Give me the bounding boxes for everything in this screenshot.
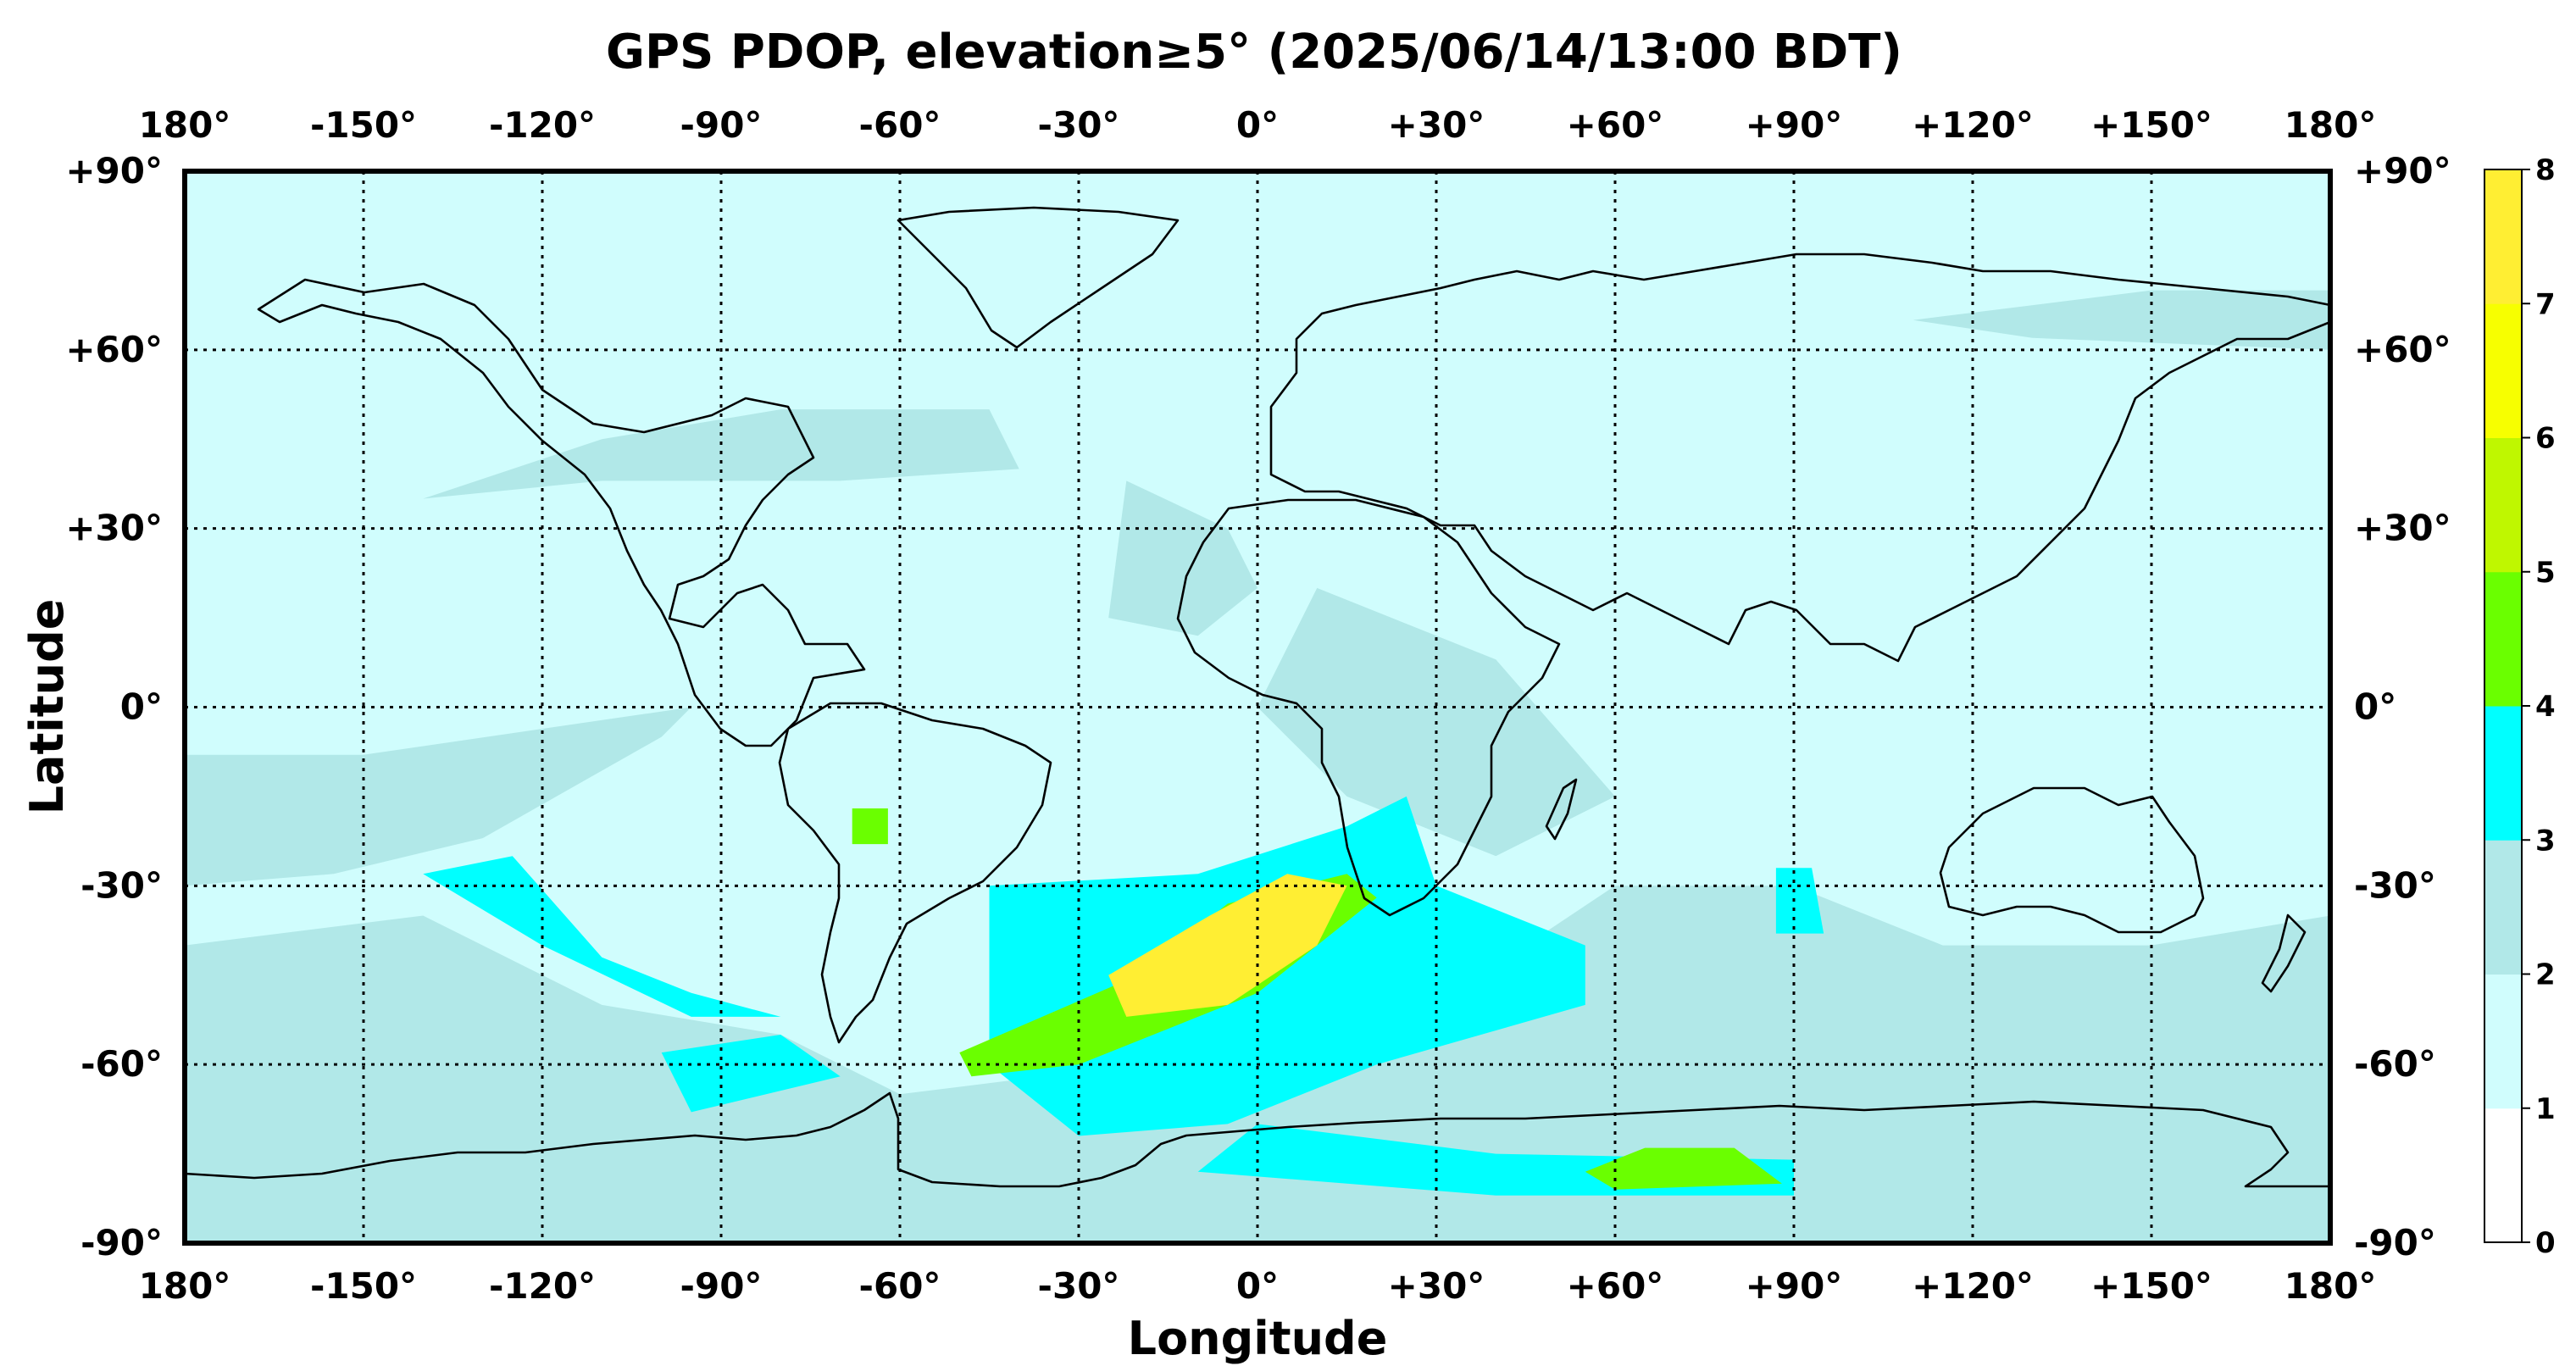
colorbar-tick-label: 5: [2535, 556, 2556, 590]
lon-tick-label-bottom: 180°: [2285, 1265, 2377, 1307]
map-plot-area: [182, 169, 2333, 1246]
lon-tick-label-bottom: -30°: [1038, 1265, 1120, 1307]
coastline-south-america: [778, 702, 1052, 1044]
lat-tick-label-right: -30°: [2354, 864, 2436, 906]
lon-tick-label-top: +30°: [1388, 104, 1485, 146]
colorbar-segment: [2484, 706, 2522, 841]
pdop-region-14: [1108, 874, 1347, 1017]
colorbar-tick-label: 1: [2535, 1092, 2556, 1126]
lon-tick-label-top: -120°: [489, 104, 596, 146]
lon-tick-label-top: +60°: [1567, 104, 1664, 146]
lon-tick-label-top: 180°: [2285, 104, 2377, 146]
pdop-region-12: [1585, 1147, 1782, 1190]
lon-tick-label-top: +120°: [1912, 104, 2034, 146]
colorbar-tick-label: 6: [2535, 422, 2556, 456]
colorbar-segment: [2484, 437, 2522, 573]
pdop-region-7: [661, 1035, 841, 1113]
chart-title: GPS PDOP, elevation≥5° (2025/06/14/13:00…: [606, 25, 1902, 80]
lon-tick-label-top: -150°: [310, 104, 417, 146]
colorbar-segment: [2484, 974, 2522, 1109]
lon-tick-label-bottom: +150°: [2090, 1265, 2212, 1307]
colorbar-segment: [2484, 303, 2522, 438]
colorbar-tick-label: 4: [2535, 690, 2556, 724]
lon-tick-label-bottom: -120°: [489, 1265, 596, 1307]
pdop-regions: [185, 290, 2330, 1243]
lat-tick-label-left: -60°: [80, 1043, 163, 1085]
lat-tick-label-left: +60°: [65, 329, 163, 370]
coastline-antarctica: [183, 1091, 2332, 1188]
graticule: [185, 171, 2330, 1243]
coastline-north-america: [257, 278, 866, 747]
colorbar-tick-label: 3: [2535, 824, 2556, 858]
lat-tick-label-left: +30°: [65, 508, 163, 549]
lat-tick-label-right: -90°: [2354, 1222, 2436, 1263]
lat-tick-label-right: 0°: [2354, 686, 2396, 728]
coastline-africa: [1176, 498, 1561, 917]
colorbar-tick-label: 2: [2535, 958, 2556, 992]
colorbar-segment: [2484, 1108, 2522, 1243]
lon-tick-label-bottom: +30°: [1388, 1265, 1485, 1307]
lat-tick-label-left: -90°: [80, 1222, 163, 1263]
lat-tick-label-right: +30°: [2354, 508, 2451, 549]
lon-tick-label-bottom: -60°: [859, 1265, 941, 1307]
x-axis-label: Longitude: [1128, 1312, 1388, 1365]
lon-tick-label-bottom: 0°: [1236, 1265, 1279, 1307]
lon-tick-label-bottom: 180°: [139, 1265, 231, 1307]
lat-tick-label-right: +90°: [2354, 150, 2451, 192]
colorbar-segment: [2484, 169, 2522, 304]
y-axis-label: Latitude: [20, 599, 74, 815]
lat-tick-label-right: -60°: [2354, 1043, 2436, 1085]
colorbar-tick-label: 7: [2535, 287, 2556, 321]
lat-tick-label-right: +60°: [2354, 329, 2451, 370]
pdop-region-0: [185, 707, 691, 886]
lat-tick-labels-right: +90° +60° +30° 0° -30° -60° -90°: [2354, 150, 2451, 1263]
colorbar-tick-label: 8: [2535, 153, 2556, 187]
lat-tick-label-left: -30°: [80, 864, 163, 906]
coastline-new-zealand: [2261, 913, 2307, 993]
lon-tick-label-bottom: -90°: [680, 1265, 763, 1307]
lon-tick-label-top: +150°: [2090, 104, 2212, 146]
lon-tick-label-bottom: +120°: [1912, 1265, 2034, 1307]
pdop-region-5: [1913, 290, 2330, 350]
lon-tick-label-bottom: -150°: [310, 1265, 417, 1307]
lon-tick-label-top: 0°: [1236, 104, 1279, 146]
lon-tick-label-top: -60°: [859, 104, 941, 146]
pdop-region-6: [423, 856, 781, 1017]
colorbar-segment: [2484, 840, 2522, 975]
lon-tick-label-top: -90°: [680, 104, 763, 146]
lon-tick-labels-bottom: 180° -150° -120° -90° -60° -30° 0° +30° +60° +90°…: [139, 1265, 2377, 1307]
lon-tick-label-top: 180°: [139, 104, 231, 146]
pdop-region-2: [1108, 480, 1257, 636]
pdop-region-10: [1775, 868, 1824, 934]
lat-tick-label-left: 0°: [120, 686, 163, 728]
coastline-australia: [1939, 786, 2205, 934]
coastline-greenland: [897, 206, 1180, 349]
pdop-region-13: [852, 808, 888, 845]
map-frame: [182, 169, 2333, 1246]
lat-tick-label-left: +90°: [65, 150, 163, 192]
lon-tick-label-top: +90°: [1746, 104, 1843, 146]
lon-tick-label-bottom: +90°: [1746, 1265, 1843, 1307]
colorbar-tick-label: 0: [2535, 1226, 2556, 1260]
coastline-eurasia: [1269, 253, 2332, 663]
coastlines: [183, 206, 2332, 1188]
lon-tick-label-top: -30°: [1038, 104, 1120, 146]
lon-tick-label-bottom: +60°: [1567, 1265, 1664, 1307]
lat-tick-labels-left: +90° +60° +30° 0° -30° -60° -90°: [65, 150, 163, 1263]
coastline-madagascar: [1545, 778, 1578, 841]
lon-tick-labels-top: 180° -150° -120° -90° -60° -30° 0° +30° +60° +90°…: [139, 104, 2377, 146]
colorbar: 0 1 2 3 4 5 6 7 8: [2484, 153, 2556, 1260]
colorbar-segment: [2484, 571, 2522, 707]
